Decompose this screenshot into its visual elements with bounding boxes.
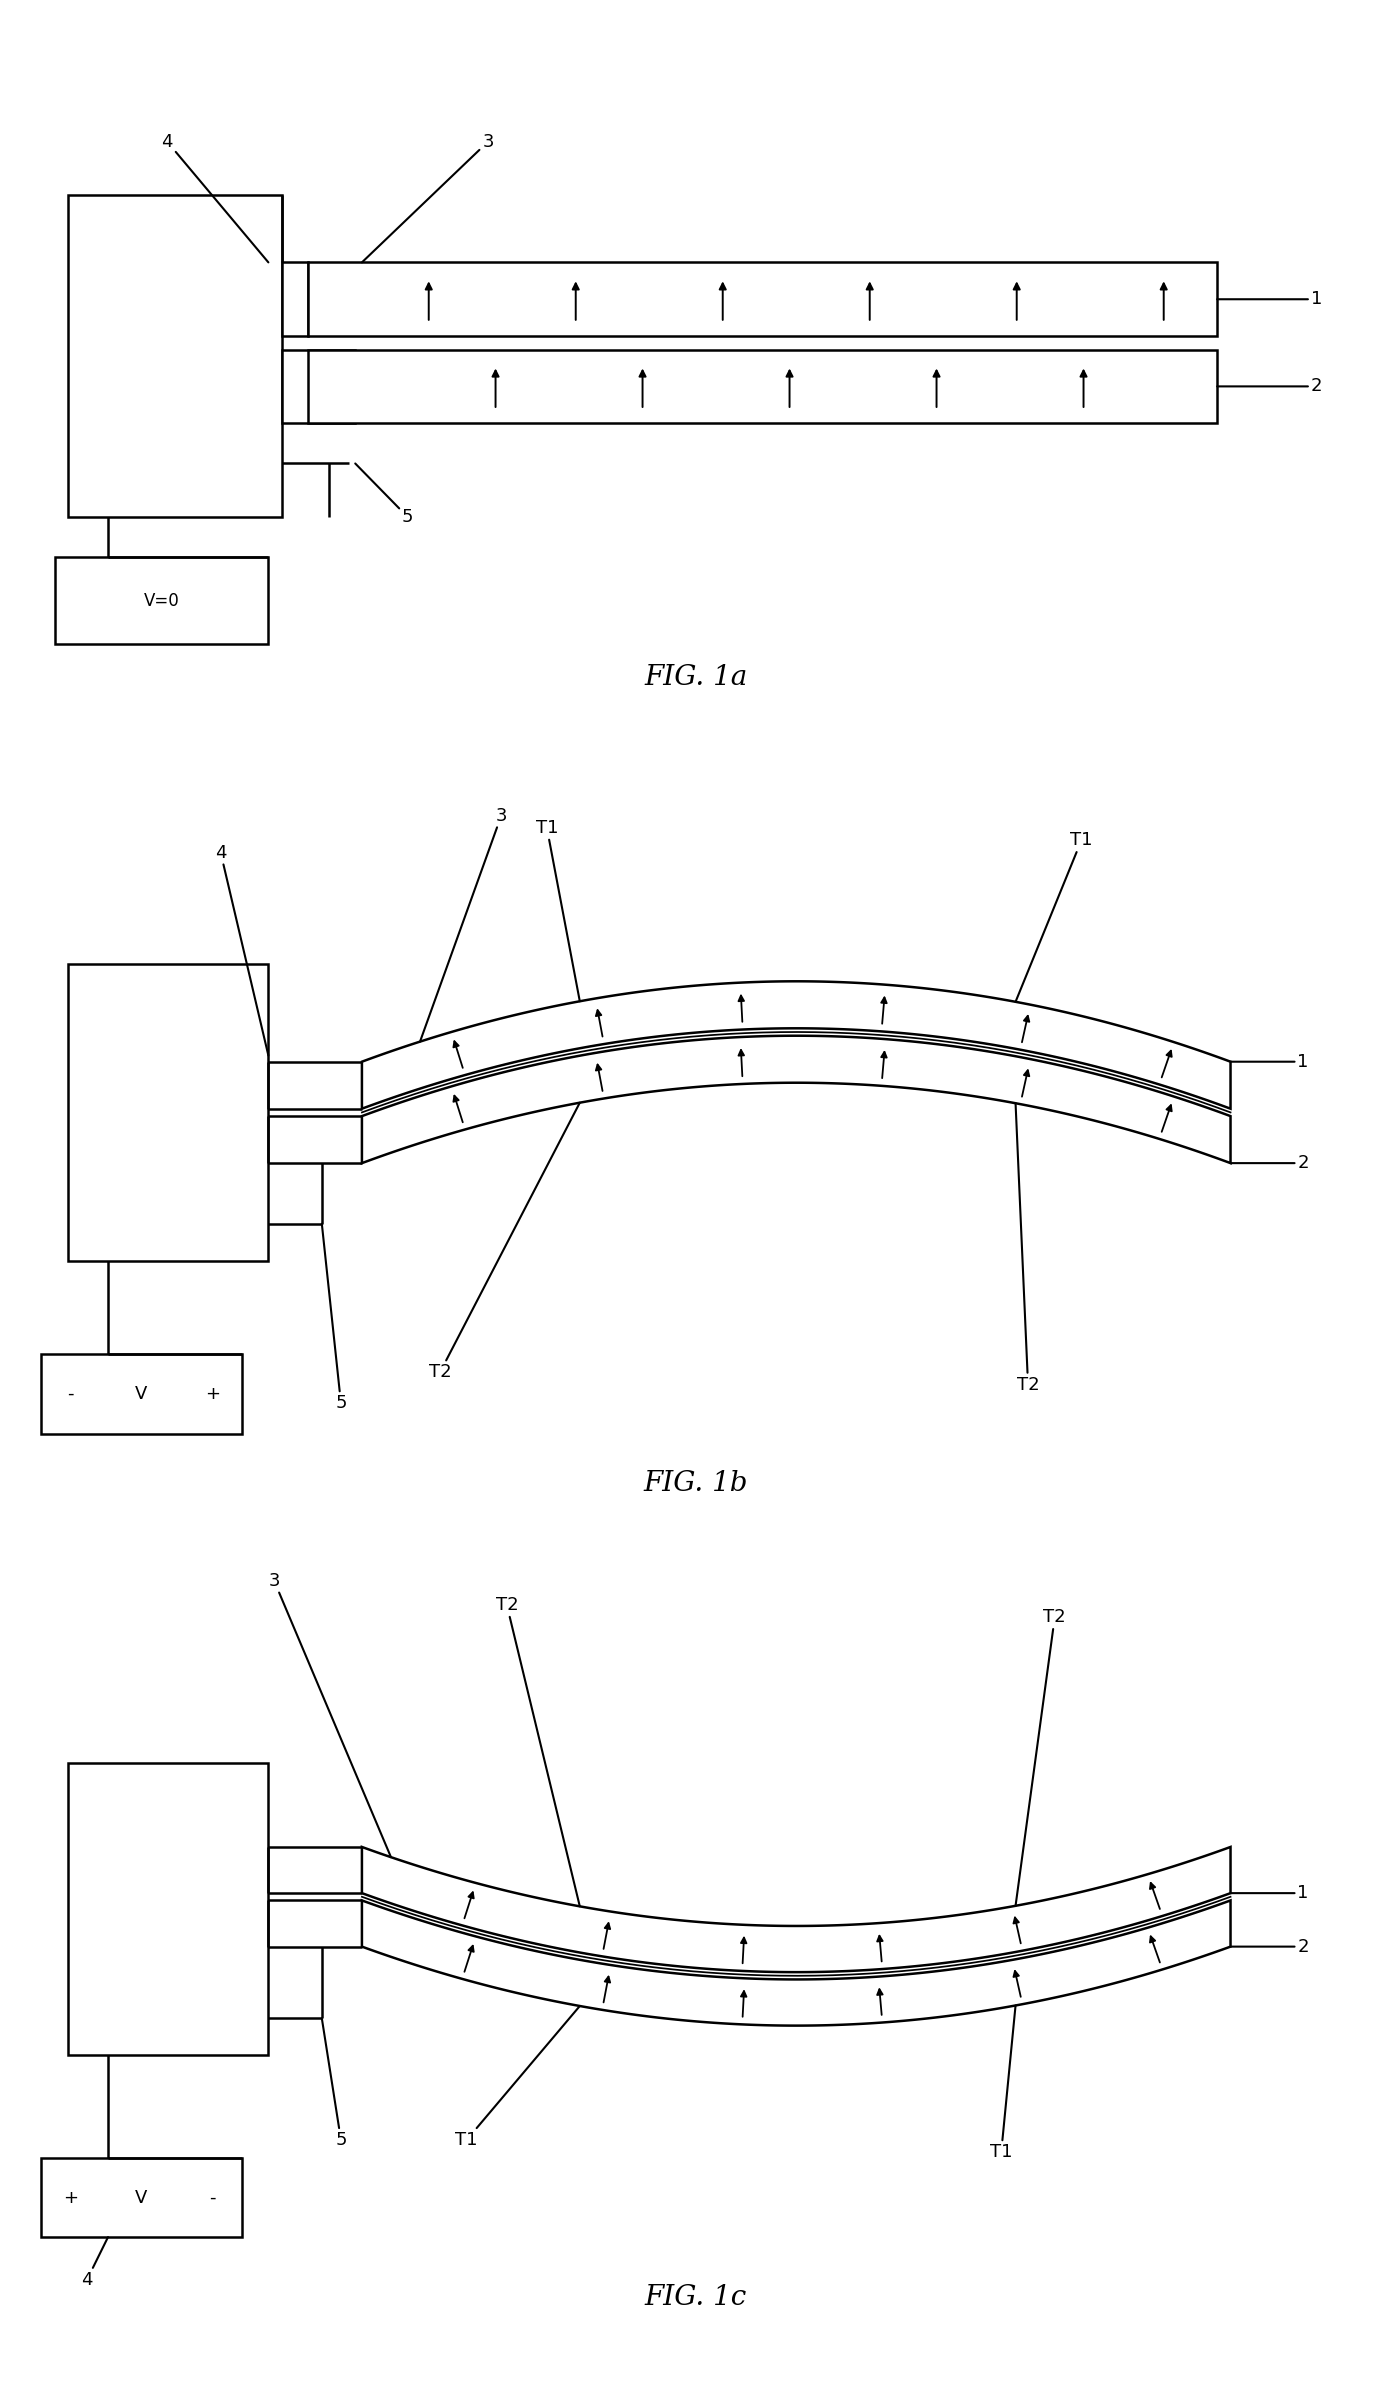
Bar (42, 2157, 242, 2236)
Text: 4: 4 (81, 2236, 109, 2289)
Text: T2: T2 (496, 1597, 580, 1906)
Text: 5: 5 (355, 464, 413, 527)
Bar (68, 965, 269, 1262)
Polygon shape (362, 1846, 1231, 1973)
Bar (68, 196, 281, 517)
Text: 1: 1 (1217, 290, 1322, 309)
Text: 4: 4 (214, 843, 269, 1056)
Text: 5: 5 (322, 1223, 347, 1412)
Polygon shape (362, 1037, 1231, 1163)
Text: V=0: V=0 (143, 591, 180, 610)
Text: 3: 3 (362, 132, 494, 263)
Bar (281, 350, 355, 424)
Text: 5: 5 (322, 2018, 347, 2150)
Text: T2: T2 (429, 1104, 580, 1381)
Text: 4: 4 (161, 132, 269, 263)
Bar (309, 263, 1217, 335)
Text: 3: 3 (420, 807, 507, 1041)
Text: V: V (135, 1384, 148, 1403)
Bar (309, 350, 1217, 424)
Text: T1: T1 (1016, 831, 1093, 1001)
Text: 2: 2 (1231, 1937, 1308, 1956)
Text: 2: 2 (1217, 378, 1322, 395)
Text: T2: T2 (1016, 1609, 1066, 1906)
Text: FIG. 1a: FIG. 1a (644, 666, 748, 692)
Text: T1: T1 (455, 2006, 580, 2150)
Text: FIG. 1c: FIG. 1c (644, 2284, 748, 2310)
Polygon shape (362, 982, 1231, 1108)
Text: T1: T1 (990, 2006, 1016, 2162)
Text: FIG. 1b: FIG. 1b (643, 1470, 749, 1496)
Text: 1: 1 (1231, 1884, 1308, 1903)
Bar (42, 1353, 242, 1434)
Text: 2: 2 (1231, 1154, 1308, 1173)
Text: T2: T2 (1016, 1104, 1040, 1393)
Text: +: + (205, 1384, 220, 1403)
Bar (54, 558, 269, 644)
Text: -: - (67, 1384, 74, 1403)
Text: T1: T1 (536, 819, 580, 1001)
Text: 3: 3 (269, 1573, 391, 1858)
Text: -: - (209, 2188, 216, 2207)
Bar (281, 263, 309, 335)
Text: +: + (63, 2188, 78, 2207)
Text: 1: 1 (1231, 1053, 1308, 1070)
Bar (68, 1762, 269, 2054)
Polygon shape (362, 1901, 1231, 2025)
Text: V: V (135, 2188, 148, 2207)
